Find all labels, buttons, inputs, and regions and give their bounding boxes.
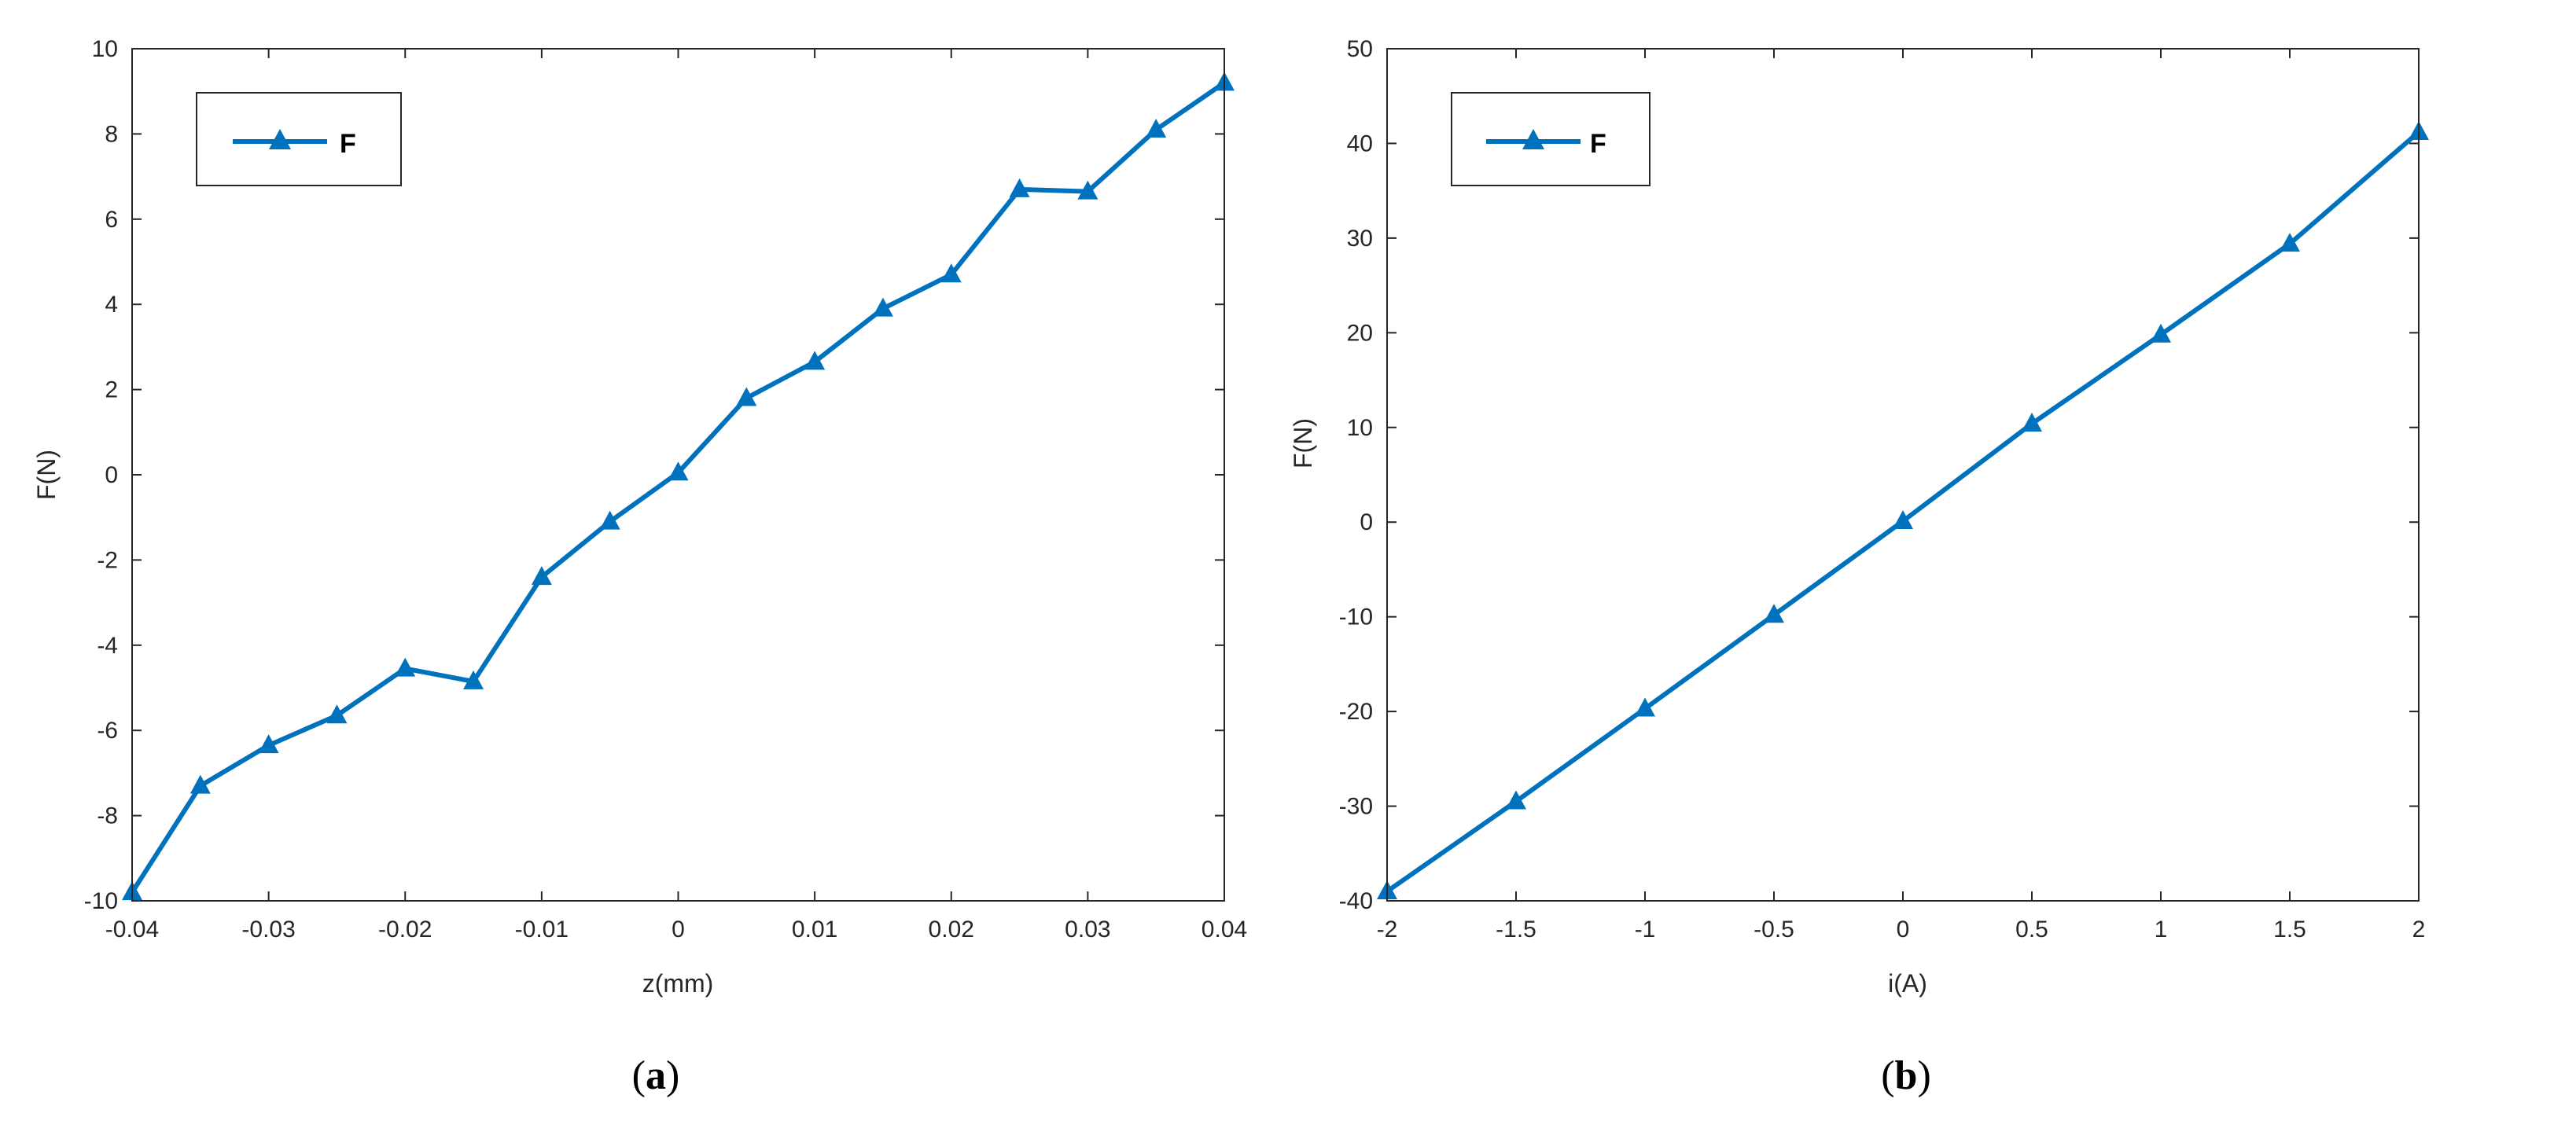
y-axis-label: F(N) (32, 450, 61, 500)
x-tick-label: -0.02 (378, 917, 432, 942)
x-tick-label: 1.5 (2273, 917, 2306, 942)
data-point (1764, 604, 1784, 623)
y-tick-label: 50 (1347, 36, 1373, 62)
legend: F (1451, 92, 1650, 186)
data-point (1077, 180, 1098, 200)
data-point (668, 461, 689, 481)
data-point (190, 774, 211, 794)
y-tick-label: 8 (105, 121, 118, 147)
data-point (258, 734, 279, 754)
x-tick-label: 0.01 (792, 917, 837, 942)
y-tick-label: -20 (1339, 699, 1373, 725)
data-point (2022, 412, 2042, 432)
panel-caption: (a) (632, 1053, 680, 1098)
panel-caption-letter: a (646, 1053, 666, 1098)
panel-caption-letter: b (1895, 1053, 1918, 1098)
data-point (736, 387, 757, 406)
panel-caption: (b) (1881, 1053, 1931, 1098)
y-tick-label: -8 (97, 803, 118, 829)
x-tick-label: -0.04 (105, 917, 159, 942)
data-point (1893, 510, 1913, 530)
y-tick-label: 0 (105, 462, 118, 488)
plot-area (1387, 49, 2419, 901)
legend: F (196, 92, 402, 186)
x-tick-label: 0 (1897, 917, 1910, 942)
x-tick-label: -0.03 (241, 917, 295, 942)
y-tick-label: 30 (1347, 226, 1373, 252)
y-tick-label: -10 (1339, 604, 1373, 630)
x-tick-label: -1.5 (1496, 917, 1536, 942)
y-tick-label: 40 (1347, 130, 1373, 156)
data-point (326, 704, 348, 724)
x-tick-label: 0.5 (2015, 917, 2048, 942)
x-tick-label: 0.02 (929, 917, 974, 942)
x-tick-label: 0.03 (1065, 917, 1110, 942)
y-axis-label: F(N) (1289, 418, 1317, 468)
marks-layer (122, 72, 1235, 901)
ticks-layer: -0.04 -0.03 -0.02 -0.01 0 0.01 0.02 0.03 0.04 -10… (84, 36, 1248, 942)
x-tick-label: -0.5 (1754, 917, 1794, 942)
x-tick-label: 0 (672, 917, 685, 942)
y-tick-label: 6 (105, 207, 118, 233)
data-point (2151, 323, 2171, 343)
x-tick-label: -1 (1635, 917, 1656, 942)
legend-label: F (340, 129, 356, 159)
x-axis-label: i(A) (1888, 969, 1927, 998)
x-tick-label: 1 (2155, 917, 2168, 942)
x-tick-label: -0.01 (515, 917, 569, 942)
x-tick-label: 0.04 (1202, 917, 1247, 942)
data-point (1506, 790, 1526, 810)
y-tick-label: 2 (105, 377, 118, 403)
y-tick-label: 20 (1347, 320, 1373, 346)
data-point (531, 566, 552, 586)
data-point (463, 670, 484, 689)
y-tick-label: 10 (92, 36, 118, 62)
ticks-layer: -2 -1.5 -1 -0.5 0 0.5 1 1.5 2 -40 -30 -20 -10 0 10 20 30… (1339, 36, 2426, 942)
data-point (1635, 697, 1655, 717)
legend-label: F (1590, 129, 1606, 159)
data-point (599, 510, 620, 530)
y-tick-label: 0 (1360, 509, 1373, 535)
x-tick-label: 2 (2412, 917, 2426, 942)
data-point (1146, 118, 1167, 138)
data-point (872, 297, 893, 317)
data-point (1009, 178, 1030, 197)
chart-panel-b: -2 -1.5 -1 -0.5 0 0.5 1 1.5 2 -40 -30 -20 -10 0 10 20 30… (1289, 36, 2429, 1098)
y-tick-label: 10 (1347, 415, 1373, 441)
y-tick-label: -30 (1339, 794, 1373, 820)
data-point (2280, 233, 2300, 252)
y-tick-label: -10 (84, 888, 118, 914)
x-tick-label: -2 (1377, 917, 1398, 942)
data-point (804, 351, 826, 370)
y-tick-label: -4 (97, 633, 118, 659)
legend-marker (269, 129, 291, 149)
y-tick-label: -2 (97, 547, 118, 573)
x-axis-label: z(mm) (642, 969, 714, 998)
legend-marker (1522, 129, 1544, 149)
y-tick-label: -40 (1339, 888, 1373, 914)
y-tick-label: -6 (97, 718, 118, 744)
y-tick-label: 4 (105, 292, 118, 318)
data-point (395, 657, 416, 677)
chart-panel-a: -0.04 -0.03 -0.02 -0.01 0 0.01 0.02 0.03 0.04 -10… (32, 36, 1247, 1098)
data-point (940, 263, 962, 283)
